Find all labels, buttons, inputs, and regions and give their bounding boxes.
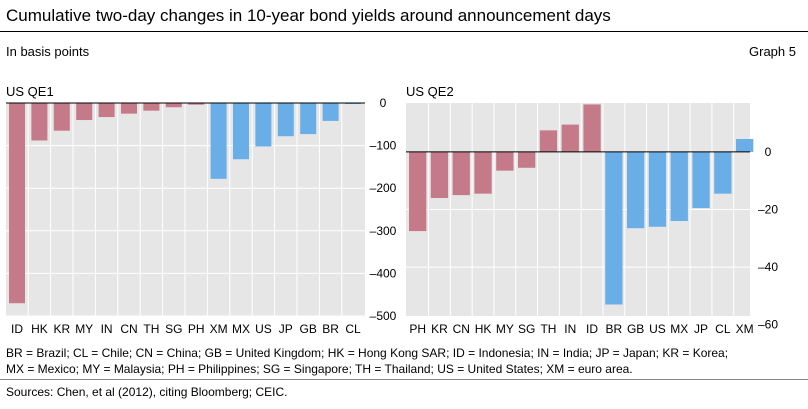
bar-gb xyxy=(627,151,645,229)
category-label: MY xyxy=(496,322,514,336)
bar-gb xyxy=(300,103,317,135)
bar-us xyxy=(255,103,272,147)
chart-title: Cumulative two-day changes in 10-year bo… xyxy=(6,6,611,25)
bar-ph xyxy=(188,103,205,105)
category-label: BR xyxy=(606,322,623,336)
category-label: XM xyxy=(210,322,228,336)
y-tick-label: –100 xyxy=(370,139,397,153)
category-label: JP xyxy=(694,322,708,336)
bar-jp xyxy=(692,151,710,209)
bar-id xyxy=(9,103,25,304)
bar-id xyxy=(583,104,601,152)
bar-br xyxy=(322,103,339,121)
bar-th xyxy=(539,130,558,152)
category-label: IN xyxy=(101,322,113,336)
y-tick-label: –200 xyxy=(370,181,397,195)
category-label: US xyxy=(649,322,666,336)
bar-cn xyxy=(452,151,470,196)
abbreviation-note-line2: MX = Mexico; MY = Malaysia; PH = Philipp… xyxy=(6,362,633,376)
bar-in xyxy=(98,103,115,118)
abbreviation-note-line1: BR = Brazil; CL = Chile; CN = China; GB … xyxy=(6,346,729,360)
panel-title-qe1: US QE1 xyxy=(6,84,54,99)
bar-xm xyxy=(210,103,227,179)
bar-cn xyxy=(121,103,137,114)
bar-hk xyxy=(31,103,48,141)
title-divider xyxy=(0,31,808,32)
bar-cl xyxy=(714,151,732,194)
bar-us xyxy=(648,151,667,227)
footer-divider xyxy=(0,379,808,380)
y-tick-label: –40 xyxy=(758,260,778,274)
category-label: CL xyxy=(715,322,731,336)
y-tick-label: –400 xyxy=(370,266,397,280)
y-tick-label: –500 xyxy=(370,309,397,323)
y-tick-label: 0 xyxy=(380,96,387,110)
category-label: HK xyxy=(475,322,492,336)
category-label: KR xyxy=(431,322,448,336)
category-label: PH xyxy=(188,322,205,336)
category-label: CN xyxy=(453,322,470,336)
bar-sg xyxy=(518,151,536,168)
category-label: ID xyxy=(11,322,23,336)
category-label: CL xyxy=(345,322,361,336)
bar-th xyxy=(143,103,160,111)
category-label: XM xyxy=(736,322,754,336)
category-label: TH xyxy=(540,322,556,336)
category-label: BR xyxy=(322,322,339,336)
category-label: ID xyxy=(586,322,598,336)
category-label: GB xyxy=(627,322,644,336)
category-label: PH xyxy=(409,322,426,336)
category-label: JP xyxy=(279,322,293,336)
y-tick-label: –20 xyxy=(758,203,778,217)
bar-kr xyxy=(53,103,70,131)
category-label: MY xyxy=(75,322,93,336)
category-label: IN xyxy=(564,322,576,336)
category-label: TH xyxy=(143,322,159,336)
bar-xm xyxy=(736,138,754,152)
y-tick-label: –60 xyxy=(758,318,778,332)
bar-kr xyxy=(430,151,449,198)
bar-br xyxy=(605,151,623,305)
graph-label: Graph 5 xyxy=(749,44,796,59)
category-label: SG xyxy=(165,322,182,336)
category-label: MX xyxy=(232,322,250,336)
category-label: SG xyxy=(518,322,535,336)
units-label: In basis points xyxy=(6,44,90,59)
bar-ph xyxy=(409,151,427,232)
category-label: KR xyxy=(53,322,70,336)
bar-jp xyxy=(277,103,294,137)
y-tick-label: 0 xyxy=(765,145,772,159)
category-label: GB xyxy=(300,322,317,336)
bar-sg xyxy=(165,103,182,108)
category-label: CN xyxy=(120,322,137,336)
panel-title-qe2: US QE2 xyxy=(406,84,454,99)
category-label: US xyxy=(255,322,272,336)
bar-hk xyxy=(474,151,492,194)
category-label: MX xyxy=(670,322,688,336)
bar-my xyxy=(76,103,93,121)
bar-mx xyxy=(670,151,688,222)
bar-in xyxy=(561,124,579,152)
bar-my xyxy=(496,151,514,171)
category-label: HK xyxy=(31,322,48,336)
bar-mx xyxy=(233,103,249,160)
y-tick-label: –300 xyxy=(370,224,397,238)
sources-note: Sources: Chen, et al (2012), citing Bloo… xyxy=(6,385,288,399)
